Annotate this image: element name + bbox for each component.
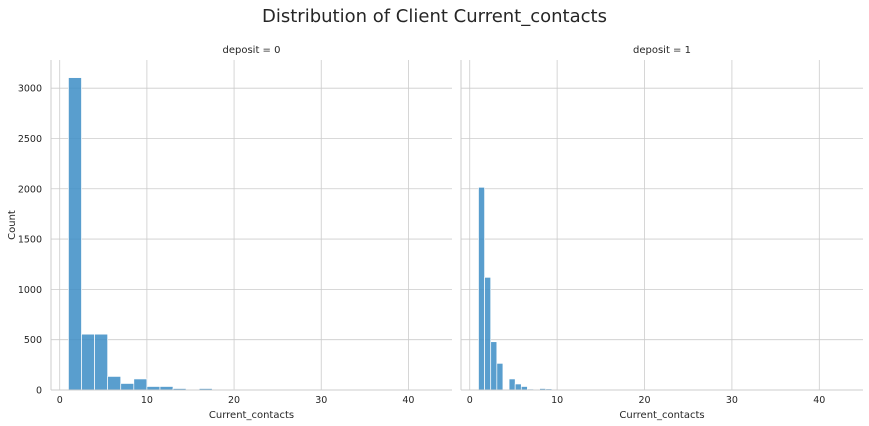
x-tick-label: 10 <box>141 395 153 406</box>
x-tick-label: 30 <box>315 395 327 406</box>
histogram-bar <box>120 383 135 391</box>
y-tick-label: 3000 <box>18 84 42 95</box>
x-tick-label: 40 <box>813 395 825 406</box>
histogram-bar <box>94 333 109 391</box>
y-axis-label: Count <box>7 210 18 240</box>
x-tick-label: 20 <box>228 395 240 406</box>
x-tick-label: 10 <box>551 395 563 406</box>
x-axis-label: Current_contacts <box>619 410 704 421</box>
histogram-bar <box>68 77 82 391</box>
y-tick-label: 500 <box>24 335 42 346</box>
x-tick-label: 0 <box>467 395 473 406</box>
y-tick-label: 1500 <box>18 235 42 246</box>
histogram-bar <box>146 386 161 391</box>
histogram-bar <box>478 186 485 391</box>
x-tick-label: 20 <box>638 395 650 406</box>
figure-title: Distribution of Client Current_contacts <box>262 6 607 27</box>
histogram-bar <box>107 376 122 391</box>
histogram-bar <box>484 276 492 391</box>
histogram-bar <box>81 333 95 391</box>
y-tick-label: 0 <box>36 386 42 397</box>
histogram-bar <box>159 386 174 391</box>
histogram-bar <box>496 362 504 391</box>
y-tick-label: 2500 <box>18 134 42 145</box>
histogram-bar <box>133 378 148 391</box>
histogram-bar <box>508 378 516 391</box>
x-tick-label: 0 <box>57 395 63 406</box>
histogram-bar <box>520 386 528 391</box>
x-tick-label: 40 <box>402 395 414 406</box>
x-tick-label: 30 <box>726 395 738 406</box>
histogram-bar <box>490 341 498 391</box>
x-axis-label: Current_contacts <box>209 410 294 421</box>
y-tick-label: 2000 <box>18 184 42 195</box>
y-tick-label: 1000 <box>18 285 42 296</box>
histogram-bar <box>514 383 522 391</box>
panel-title: deposit = 1 <box>633 45 691 56</box>
panel-title: deposit = 0 <box>223 45 281 56</box>
